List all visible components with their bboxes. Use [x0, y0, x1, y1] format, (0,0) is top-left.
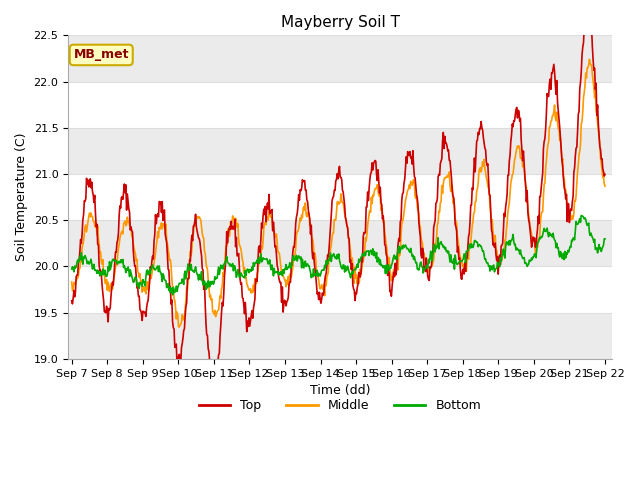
Y-axis label: Soil Temperature (C): Soil Temperature (C)	[15, 133, 28, 262]
Middle	[77, 259, 85, 265]
Bottom	[601, 236, 609, 242]
Bottom	[132, 276, 140, 281]
Bar	[68, 128, 612, 174]
Line: Top: Top	[72, 14, 605, 391]
Top	[404, 149, 412, 155]
Middle	[216, 300, 223, 306]
Middle	[601, 183, 609, 189]
Top	[132, 274, 140, 279]
Middle	[586, 57, 593, 62]
Top	[584, 12, 592, 17]
Top	[68, 298, 76, 303]
Middle	[132, 258, 140, 264]
Legend: Top, Middle, Bottom: Top, Middle, Bottom	[194, 395, 486, 418]
Bar	[68, 312, 612, 359]
Bottom	[77, 250, 85, 256]
Top	[601, 171, 609, 177]
Title: Mayberry Soil T: Mayberry Soil T	[280, 15, 399, 30]
Bottom	[216, 272, 223, 277]
Middle	[188, 253, 195, 259]
Middle	[404, 187, 412, 193]
Middle	[419, 253, 427, 259]
Top	[77, 240, 85, 246]
Line: Bottom: Bottom	[72, 216, 605, 295]
Bottom	[404, 246, 412, 252]
Bottom	[577, 213, 585, 218]
Line: Middle: Middle	[72, 60, 605, 327]
Middle	[175, 324, 183, 330]
Bottom	[68, 266, 76, 272]
Bottom	[188, 262, 195, 267]
X-axis label: Time (dd): Time (dd)	[310, 384, 371, 397]
Bar	[68, 36, 612, 82]
Bar	[68, 220, 612, 266]
Text: MB_met: MB_met	[74, 48, 129, 61]
Bottom	[419, 270, 427, 276]
Bottom	[169, 292, 177, 298]
Top	[211, 388, 219, 394]
Top	[419, 250, 427, 255]
Top	[216, 350, 223, 356]
Top	[186, 258, 194, 264]
Middle	[68, 279, 76, 285]
